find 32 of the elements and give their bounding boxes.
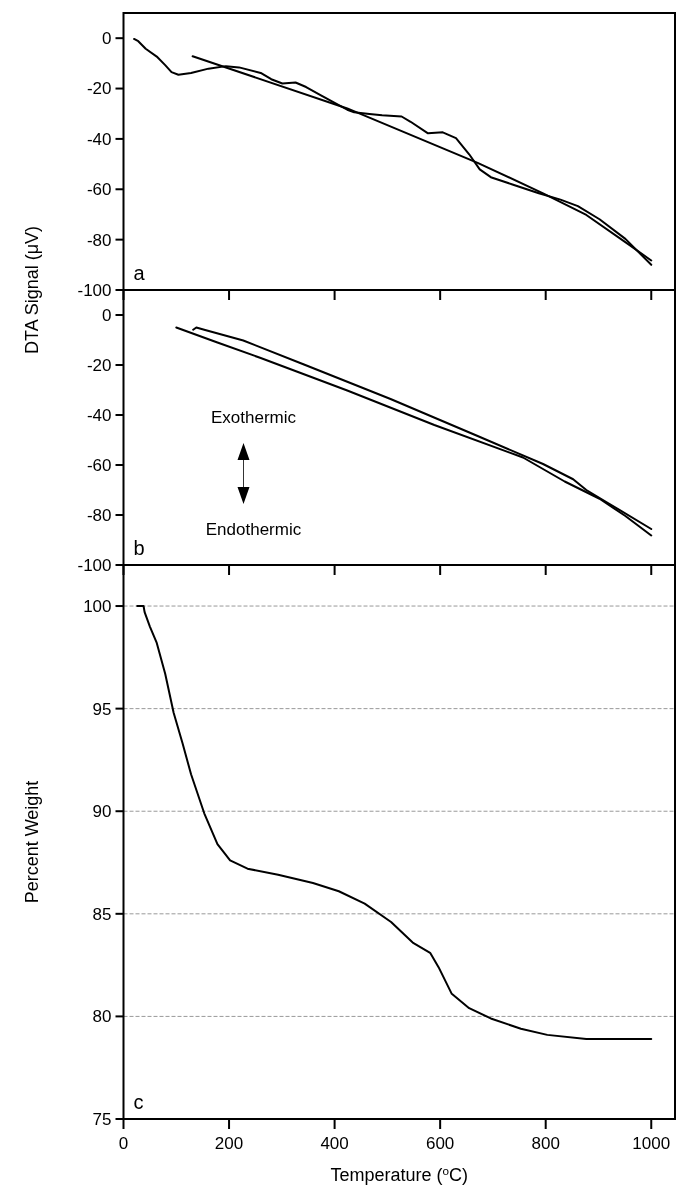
y-tick-label: -40 <box>86 405 112 425</box>
annotation: Endothermic <box>205 520 302 539</box>
y-tick-label: 0 <box>102 305 112 325</box>
x-tick-label: 800 <box>531 1134 560 1153</box>
y-tick-label: 100 <box>83 596 112 616</box>
y-tick-label: -60 <box>86 180 112 200</box>
y-tick-label: -60 <box>86 455 112 475</box>
y-tick-label: -80 <box>86 505 112 525</box>
annotation: b <box>133 537 145 559</box>
x-axis-title: Temperature ($^{o}$C) <box>330 1163 469 1185</box>
x-tick-label: 400 <box>320 1134 349 1153</box>
y-tick-label: 75 <box>92 1109 112 1129</box>
y-tick-label: -20 <box>86 79 112 99</box>
y-tick-label: 0 <box>102 29 112 49</box>
y-tick-label: 90 <box>92 802 112 822</box>
y-tick-label: -20 <box>86 355 112 375</box>
y-tick-label: -100 <box>77 555 112 575</box>
x-tick-label: 1000 <box>632 1134 671 1153</box>
y-tick-label: -40 <box>86 129 112 149</box>
y-tick-label: 80 <box>92 1007 112 1027</box>
x-tick-label: 600 <box>425 1134 455 1153</box>
y-axis-title: Percent Weight <box>22 780 42 904</box>
y-tick-label: 95 <box>92 699 112 719</box>
x-tick-label: 200 <box>214 1134 244 1153</box>
annotation: c <box>133 1091 144 1113</box>
y-axis-title: DTA Signal (μV) <box>22 225 42 355</box>
annotation: a <box>133 262 146 284</box>
y-tick-label: -80 <box>86 230 112 250</box>
y-tick-label: -100 <box>77 280 112 300</box>
x-tick-label: 0 <box>118 1134 129 1153</box>
y-tick-label: 85 <box>92 904 112 924</box>
annotation: Exothermic <box>210 408 297 427</box>
